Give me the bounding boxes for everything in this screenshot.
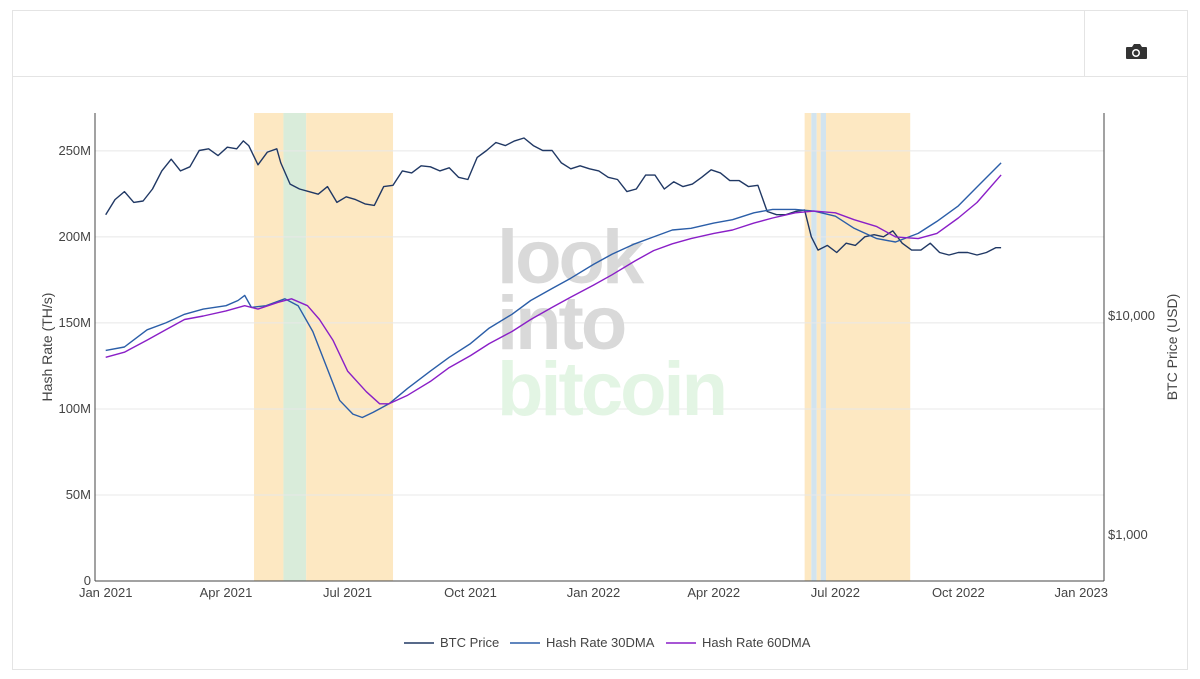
y2-tick-label: $10,000 (1108, 308, 1155, 323)
tick-labels: Jan 2021 Apr 2021 Jul 2021 Oct 2021 Jan 2022… (58, 143, 1155, 600)
chart-toolbar (13, 11, 1187, 77)
y-tick-label: 200M (58, 229, 91, 244)
watermark-word: look (497, 215, 645, 300)
camera-icon[interactable] (1121, 39, 1151, 65)
series-lines (105, 137, 1002, 419)
y-tick-label: 50M (66, 487, 91, 502)
hash-rate-60dma-line (105, 174, 1002, 405)
band-orange (816, 113, 821, 581)
band-orange (254, 113, 284, 581)
y2-axis-title: BTC Price (USD) (1164, 294, 1180, 401)
x-tick-label: Jul 2021 (323, 585, 372, 600)
x-tick-label: Jan 2022 (567, 585, 621, 600)
grid-lines (95, 150, 1104, 496)
band-green (283, 113, 307, 581)
toolbar-divider (1084, 11, 1085, 77)
chart-frame (12, 10, 1188, 670)
legend-label: Hash Rate 60DMA (702, 635, 811, 650)
axes (94, 113, 1105, 582)
watermark-word: bitcoin (497, 347, 725, 432)
x-tick-label: Jan 2021 (79, 585, 133, 600)
band-orange (826, 113, 911, 581)
band-orange (804, 113, 812, 581)
band-orange (306, 113, 394, 581)
hash-rate-30dma-line (105, 162, 1002, 419)
y2-tick-label: $1,000 (1108, 527, 1148, 542)
x-tick-label: Apr 2022 (687, 585, 740, 600)
y-tick-label: 250M (58, 143, 91, 158)
capitulation-bands (254, 113, 911, 581)
x-tick-label: Oct 2021 (444, 585, 497, 600)
x-tick-label: Jan 2023 (1055, 585, 1109, 600)
y-tick-label: 150M (58, 315, 91, 330)
x-tick-label: Jul 2022 (811, 585, 860, 600)
y-tick-label: 0 (84, 573, 91, 588)
legend: BTC Price Hash Rate 30DMA Hash Rate 60DMA (404, 635, 811, 650)
band-blue (811, 113, 817, 581)
x-tick-label: Apr 2021 (200, 585, 253, 600)
legend-label: BTC Price (440, 635, 499, 650)
btc-price-line (105, 137, 1002, 256)
x-tick-label: Oct 2022 (932, 585, 985, 600)
watermark-word: into (497, 281, 625, 366)
legend-label: Hash Rate 30DMA (546, 635, 655, 650)
band-blue (820, 113, 827, 581)
y-tick-label: 100M (58, 401, 91, 416)
y-axis-title: Hash Rate (TH/s) (39, 293, 55, 402)
